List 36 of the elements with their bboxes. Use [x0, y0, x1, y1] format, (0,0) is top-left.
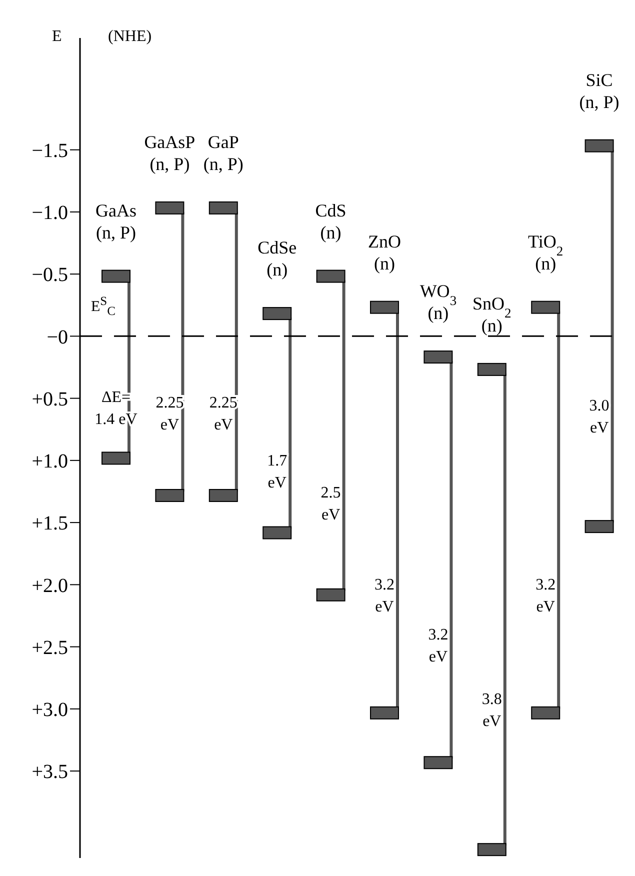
y-tick-label: −1.5 — [32, 140, 68, 162]
y-tick-label: +3.5 — [32, 761, 68, 784]
x-tick-label: ZnO (n) — [368, 231, 401, 274]
bar — [342, 280, 346, 591]
y-tick-label: −0.5 — [32, 264, 68, 286]
data-label: 2.5 eV — [320, 484, 341, 524]
bar — [288, 318, 292, 529]
x-tick-label: GaP (n, P) — [203, 132, 244, 174]
data-label: 1.7 eV — [267, 452, 288, 492]
data-label: 3.2 eV — [428, 626, 448, 666]
bar — [450, 361, 453, 759]
x-tick-label: GaAs (n, P) — [96, 200, 136, 242]
y-tick-label: +0.5 — [32, 388, 68, 410]
x-tick-label: SnO$_{2}$ (n) — [472, 293, 512, 336]
x-tick-label: GaAsP (n, P) — [144, 132, 196, 174]
bar — [557, 311, 560, 709]
x-tick-label: CdSe (n) — [258, 238, 297, 280]
y-tick-label: +3.0 — [32, 699, 68, 722]
y-tick-label: +2.0 — [32, 574, 68, 597]
x-tick-label: SiC (n, P) — [579, 70, 620, 112]
y-tick-label: +1.0 — [32, 450, 68, 473]
y-tick-label: −0 — [46, 326, 68, 348]
x-tick-label: WO$_{3}$ (n) — [420, 281, 457, 324]
y-axis-title: E — [52, 28, 62, 46]
y-tick-label: −1.0 — [32, 202, 68, 224]
y-tick-label: +2.5 — [32, 636, 68, 659]
x-tick-label: CdS (n) — [315, 200, 346, 242]
annotation: (NHE) — [108, 28, 152, 46]
y-tick-label: +1.5 — [32, 512, 68, 535]
x-tick-label: TiO$_{2}$ (n) — [528, 231, 564, 274]
data-label: 3.2 eV — [374, 576, 394, 616]
bar — [610, 150, 614, 523]
bar — [503, 373, 506, 846]
data-label: 3.0 eV — [589, 398, 610, 437]
data-label: 3.8 eV — [482, 690, 502, 730]
data-label: 3.2 eV — [536, 576, 556, 616]
